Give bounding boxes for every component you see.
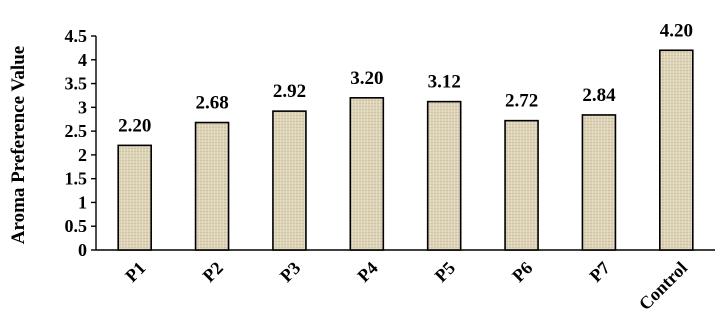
bar-p2 [194, 121, 230, 251]
x-tick-label: P4 [353, 258, 381, 286]
bar-p6 [504, 119, 539, 251]
x-tick-label: P2 [199, 258, 227, 286]
data-label: 3.12 [428, 72, 461, 93]
bar-p4 [349, 97, 385, 251]
data-label: 2.20 [118, 115, 151, 136]
y-tick-label: 4.5 [65, 26, 88, 46]
data-label: 2.72 [505, 91, 538, 112]
x-tick-label: P5 [431, 258, 459, 286]
x-tick-label: P3 [276, 258, 304, 286]
y-tick-label: 3.5 [65, 74, 88, 94]
bar-p1 [117, 144, 152, 251]
x-tick-label: P6 [508, 258, 536, 286]
data-label: 2.84 [582, 85, 616, 106]
bar-p7 [581, 114, 617, 251]
x-tick-label: P1 [121, 258, 149, 286]
x-tick-label: Control [635, 258, 691, 314]
bar-p3 [272, 110, 307, 251]
bar-p5 [426, 100, 462, 251]
y-tick-label: 1 [78, 192, 87, 212]
data-label: 3.20 [350, 68, 383, 89]
data-label: 4.20 [660, 20, 693, 41]
data-label: 2.92 [273, 81, 306, 102]
y-tick-label: 4 [78, 50, 87, 70]
x-tick-label: P7 [585, 258, 613, 286]
y-tick-label: 2 [78, 145, 87, 165]
bar-control [659, 49, 694, 251]
y-tick-label: 0 [78, 240, 87, 260]
y-tick-label: 1.5 [65, 169, 88, 189]
y-axis-title: Aroma Preference Value [8, 46, 29, 244]
plot-area: 0 0.5 1 1.5 2 2.5 3 3.5 4 4.5 2.20 P1 2.68 P2 2.92 P3 3.… [65, 20, 715, 314]
data-label: 2.68 [195, 93, 228, 114]
y-tick-label: 2.5 [65, 121, 88, 141]
y-tick-label: 0.5 [65, 216, 88, 236]
y-tick-label: 3 [78, 97, 87, 117]
